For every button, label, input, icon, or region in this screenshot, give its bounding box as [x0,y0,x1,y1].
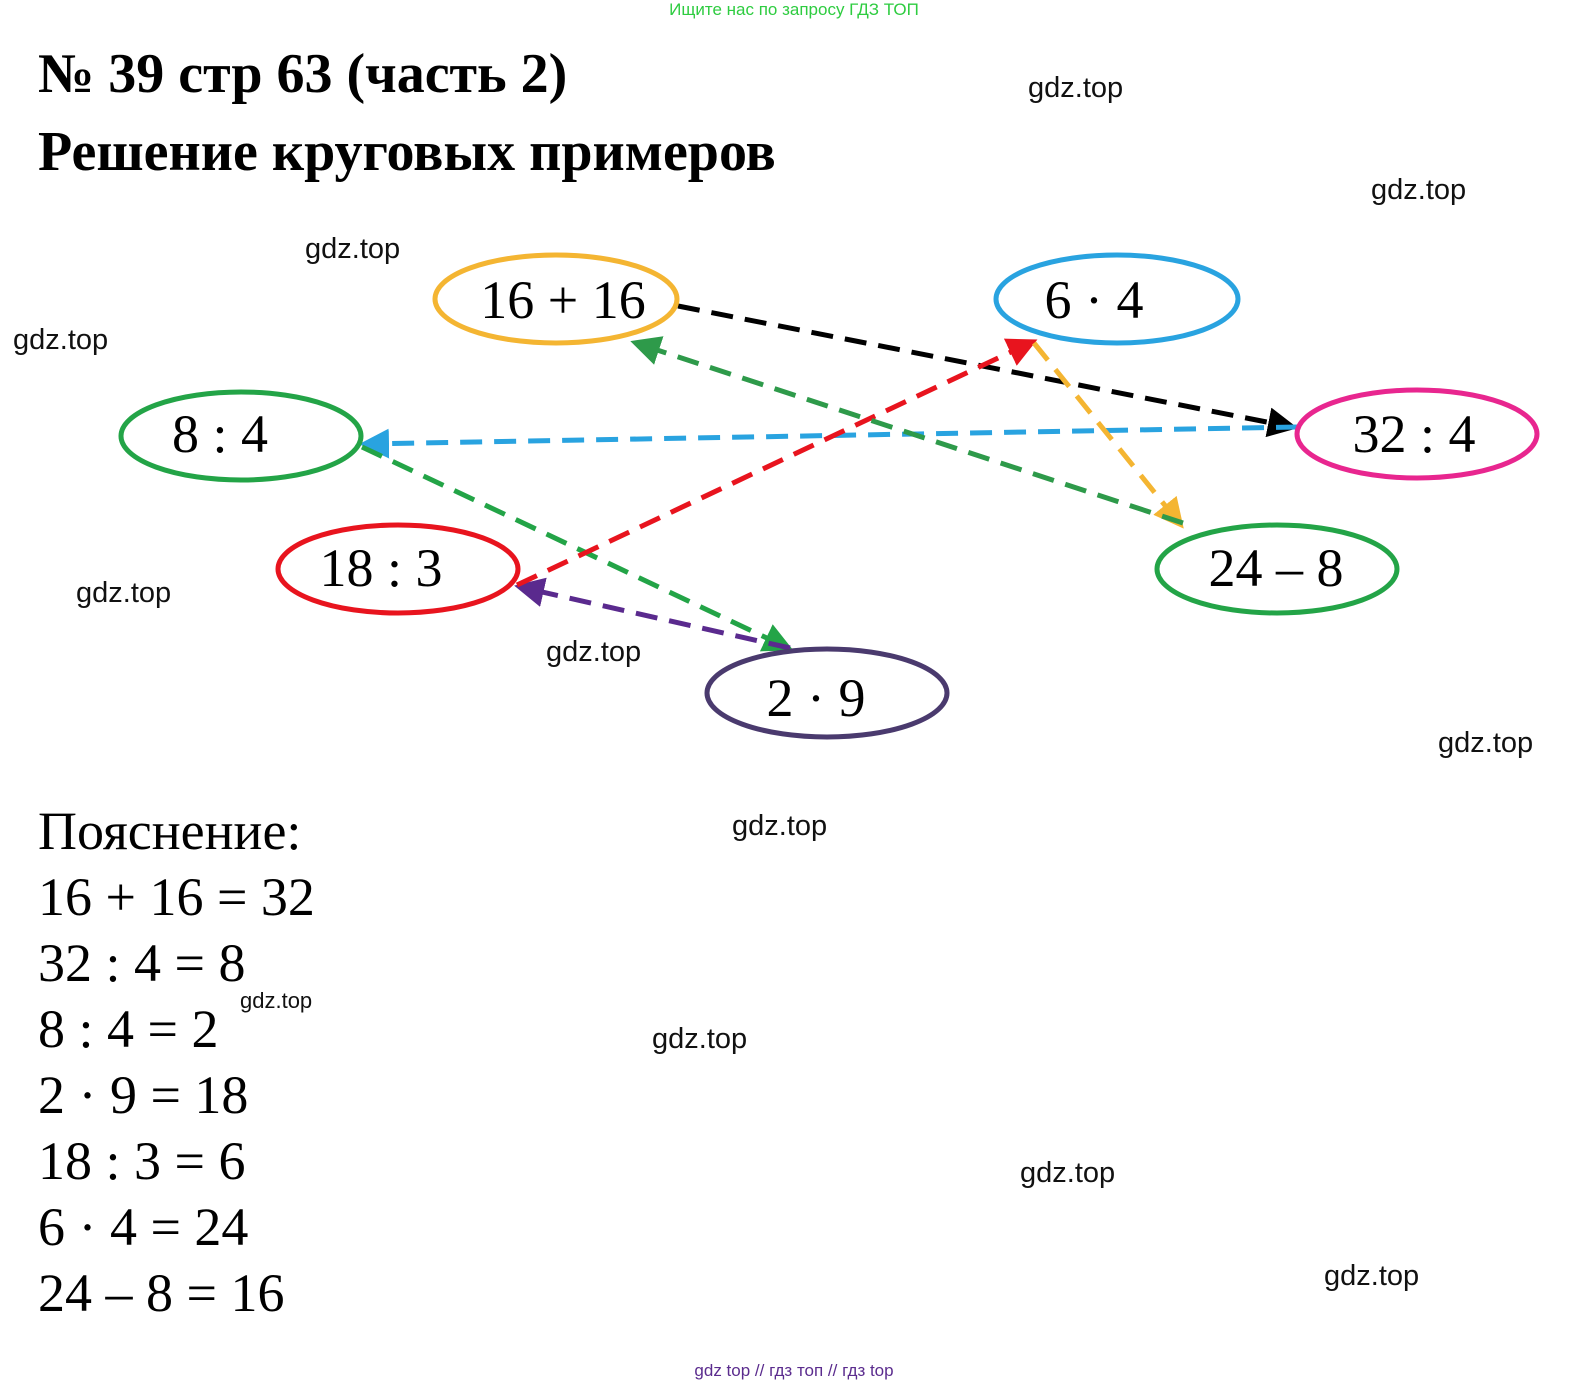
circular-examples-diagram: 16 + 16 6 · 4 8 : 4 32 : 4 18 : 3 24 – 8… [118,252,1540,740]
node-label: 6 · 4 [1045,270,1144,330]
top-banner: Ищите нас по запросу ГДЗ ТОП [669,0,919,19]
arrow-7 [630,336,1184,526]
equation-line: 6 · 4 = 24 [38,1197,249,1257]
watermark: gdz.top [76,577,172,609]
node-label: 32 : 4 [1352,404,1475,464]
arrow-4 [514,577,791,651]
watermark: gdz.top [1028,72,1124,104]
node-16-plus-16: 16 + 16 [432,252,680,346]
arrow-3 [360,444,794,652]
watermark: gdz.top [1371,174,1467,206]
equation-line: 18 : 3 = 6 [38,1131,246,1191]
watermark: gdz.top [1438,727,1534,759]
node-24-minus-8: 24 – 8 [1154,522,1400,616]
arrow-6 [1032,341,1184,529]
node-label: 2 · 9 [767,668,866,728]
equation-line: 16 + 16 = 32 [38,867,315,927]
node-2-times-9: 2 · 9 [704,646,950,740]
watermark: gdz.top [1324,1260,1420,1292]
node-label: 18 : 3 [319,538,442,598]
arrow-5 [515,338,1038,588]
watermark: gdz.top [732,810,828,842]
page-subtitle: Решение круговых примеров [38,121,776,183]
watermark: gdz.top [546,636,642,668]
page-title: № 39 стр 63 (часть 2) [38,43,568,105]
equation-line: 8 : 4 = 2 [38,999,219,1059]
node-6-times-4: 6 · 4 [993,252,1241,346]
node-18-div-3: 18 : 3 [275,522,521,616]
explanation-title: Пояснение: [38,801,302,861]
node-32-div-4: 32 : 4 [1294,387,1540,481]
watermark: gdz.top [305,233,401,265]
watermark: gdz.top [652,1023,748,1055]
node-label: 16 + 16 [480,270,645,330]
equation-line: 2 · 9 = 18 [38,1065,249,1125]
footer-watermark: gdz top // гдз топ // гдз top [694,1361,894,1380]
watermark: gdz.top [240,988,313,1013]
watermark: gdz.top [1020,1157,1116,1189]
node-label: 8 : 4 [172,404,268,464]
equation-line: 24 – 8 = 16 [38,1263,285,1323]
node-label: 24 – 8 [1209,538,1344,598]
node-8-div-4: 8 : 4 [118,389,364,483]
arrow-2 [359,424,1299,459]
equation-line: 32 : 4 = 8 [38,933,246,993]
watermark: gdz.top [13,324,109,356]
